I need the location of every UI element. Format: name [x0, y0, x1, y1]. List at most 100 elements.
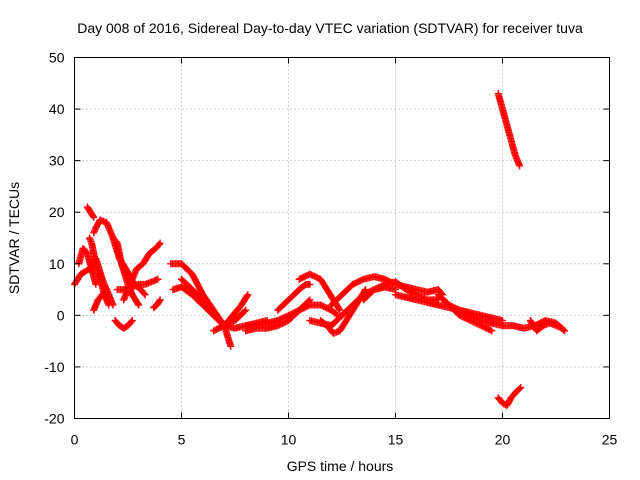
- data-point: [318, 302, 326, 310]
- data-point: [353, 278, 361, 286]
- data-point: [485, 325, 493, 333]
- data-point: [356, 277, 364, 285]
- data-point: [336, 306, 344, 314]
- data-point: [476, 316, 484, 324]
- y-tick-label: 40: [49, 101, 65, 117]
- data-point: [405, 287, 413, 295]
- data-point: [211, 326, 219, 334]
- data-series-layer: [71, 90, 569, 410]
- data-point: [404, 286, 412, 294]
- data-point: [216, 324, 224, 332]
- data-point: [244, 291, 252, 299]
- series-arc-30: [526, 317, 566, 335]
- series-arc-14: [178, 275, 250, 330]
- x-tick-label: 25: [602, 432, 618, 448]
- grid: [74, 57, 610, 419]
- data-point: [280, 319, 288, 327]
- data-point: [482, 324, 490, 332]
- y-tick-label: 20: [49, 204, 65, 220]
- data-point: [466, 311, 474, 319]
- data-point: [447, 302, 455, 310]
- series-arc-17: [242, 296, 314, 335]
- data-point: [87, 237, 95, 245]
- data-point: [242, 306, 250, 314]
- data-point: [402, 286, 410, 294]
- series-arc-22: [327, 273, 447, 309]
- x-axis-label: GPS time / hours: [287, 458, 394, 474]
- data-point: [141, 291, 149, 299]
- data-point: [103, 286, 111, 294]
- data-point: [277, 320, 285, 328]
- data-point: [324, 305, 332, 313]
- series-arc-02: [75, 244, 100, 288]
- series-arc-04: [85, 234, 113, 309]
- data-point: [454, 305, 462, 313]
- series-arc-23: [359, 278, 442, 304]
- y-tick-label: -10: [44, 359, 64, 375]
- data-point: [306, 270, 314, 278]
- data-point: [275, 321, 283, 329]
- data-point: [281, 318, 289, 326]
- data-point: [140, 289, 148, 297]
- data-point: [135, 301, 143, 309]
- data-point: [274, 322, 282, 330]
- data-point: [516, 385, 524, 393]
- data-point: [301, 272, 309, 280]
- data-point: [375, 283, 383, 291]
- data-point: [450, 303, 458, 311]
- plot-border: [74, 57, 610, 419]
- data-point: [488, 327, 496, 335]
- series-arc-21: [317, 286, 370, 337]
- data-point: [471, 314, 479, 322]
- data-point: [373, 284, 381, 292]
- data-point: [456, 306, 464, 314]
- data-point: [227, 342, 235, 350]
- data-point: [361, 287, 369, 295]
- series-arc-11: [150, 296, 164, 312]
- data-point: [349, 280, 357, 288]
- data-point: [370, 286, 378, 294]
- y-tick-label: 0: [57, 307, 65, 323]
- series-arc-27: [494, 90, 524, 170]
- data-point: [358, 276, 366, 284]
- axis-ticks: 0 5 10 15 20 25 -20 -10 0 10 20 30 40 50: [44, 50, 617, 448]
- data-point: [378, 282, 386, 290]
- data-point: [312, 273, 320, 281]
- series-arc-03: [83, 203, 98, 221]
- x-tick-label: 0: [71, 432, 79, 448]
- data-point: [486, 326, 494, 334]
- data-point: [213, 325, 221, 333]
- data-point: [309, 272, 317, 280]
- data-point: [314, 274, 322, 282]
- data-point: [474, 315, 482, 323]
- data-point: [350, 280, 358, 288]
- data-point: [462, 309, 470, 317]
- data-point: [128, 317, 136, 325]
- data-point: [410, 289, 418, 297]
- data-point: [451, 304, 459, 312]
- data-point: [217, 323, 225, 331]
- series-arc-19: [295, 270, 344, 314]
- data-point: [295, 275, 303, 283]
- data-point: [480, 323, 488, 331]
- data-point: [321, 303, 329, 311]
- data-point: [408, 289, 416, 297]
- data-point: [210, 327, 218, 335]
- data-point: [362, 286, 370, 294]
- series-arc-18: [274, 280, 314, 314]
- data-point: [320, 303, 328, 311]
- data-point: [89, 212, 97, 220]
- series-arc-15: [210, 291, 252, 335]
- data-point: [459, 308, 467, 316]
- data-point: [372, 285, 380, 293]
- y-axis-label: SDTVAR / TECUs: [6, 182, 22, 294]
- data-point: [448, 303, 456, 311]
- data-point: [297, 275, 305, 283]
- data-point: [278, 319, 286, 327]
- data-point: [335, 305, 343, 313]
- y-tick-label: 10: [49, 256, 65, 272]
- data-point: [156, 296, 164, 304]
- x-tick-label: 5: [178, 432, 186, 448]
- x-tick-label: 10: [281, 432, 297, 448]
